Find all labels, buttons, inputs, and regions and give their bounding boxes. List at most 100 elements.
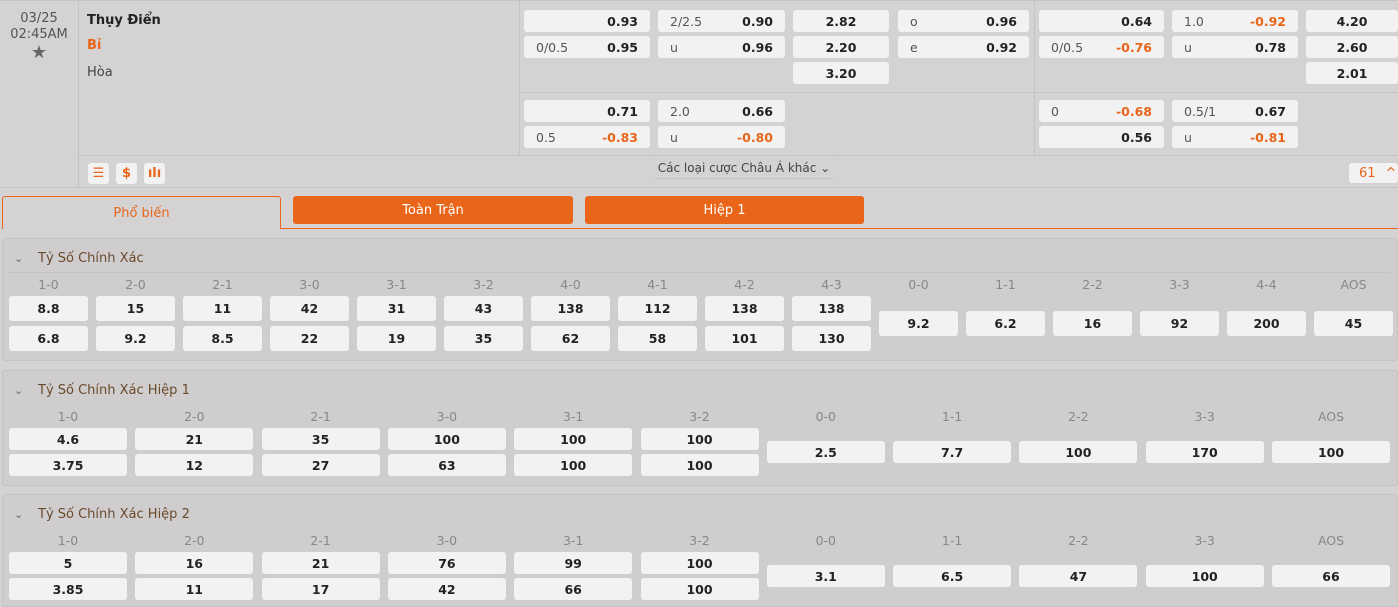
odds-cell[interactable]: 2.01 — [1306, 62, 1398, 84]
section-title[interactable]: Tỷ Số Chính Xác Hiệp 1 — [38, 383, 190, 398]
score-odds-button[interactable]: 7.7 — [893, 441, 1012, 463]
score-odds-button[interactable]: 100 — [640, 578, 759, 600]
scoreboard-icon[interactable]: ☰ — [88, 163, 109, 184]
tab-first-half[interactable]: Hiệp 1 — [585, 196, 864, 224]
score-odds-button[interactable]: 19 — [357, 326, 436, 351]
odds-cell[interactable]: 0/0.5 -0.76 — [1039, 36, 1164, 58]
score-odds-button[interactable]: 3.1 — [766, 565, 885, 587]
score-odds-button[interactable]: 138 — [792, 296, 871, 321]
score-odds-button[interactable]: 6.5 — [893, 565, 1012, 587]
odds-cell[interactable]: 1.0 -0.92 — [1172, 10, 1298, 32]
tab-full-match[interactable]: Toàn Trận — [293, 196, 573, 224]
score-odds-button[interactable]: 200 — [1227, 311, 1306, 336]
score-odds-button[interactable]: 21 — [261, 552, 380, 574]
score-odds-button[interactable]: 170 — [1145, 441, 1264, 463]
score-odds-button[interactable]: 2.5 — [766, 441, 885, 463]
score-odds-button[interactable]: 8.5 — [183, 326, 262, 351]
score-odds-button[interactable]: 100 — [387, 428, 506, 450]
score-odds-button[interactable]: 6.8 — [9, 326, 88, 351]
score-odds-button[interactable]: 11 — [135, 578, 254, 600]
score-odds-button[interactable]: 112 — [618, 296, 697, 321]
score-odds-button[interactable]: 130 — [792, 326, 871, 351]
odds-cell[interactable]: 2.20 — [793, 36, 889, 58]
score-odds-button[interactable]: 31 — [357, 296, 436, 321]
score-odds-button[interactable]: 16 — [1053, 311, 1132, 336]
score-odds-button[interactable]: 4.6 — [9, 428, 127, 450]
score-odds-button[interactable]: 5 — [9, 552, 127, 574]
odds-cell[interactable]: 4.20 — [1306, 10, 1398, 32]
score-odds-button[interactable]: 138 — [531, 296, 610, 321]
score-odds-button[interactable]: 100 — [640, 454, 759, 476]
score-odds-button[interactable]: 16 — [135, 552, 254, 574]
odds-cell[interactable]: u -0.80 — [658, 126, 785, 148]
odds-cell[interactable]: 0.5 -0.83 — [524, 126, 650, 148]
score-odds-button[interactable]: 100 — [1145, 565, 1264, 587]
chevron-down-icon[interactable]: ⌄ — [14, 508, 24, 521]
score-odds-button[interactable]: 100 — [1019, 441, 1138, 463]
score-odds-button[interactable]: 45 — [1314, 311, 1393, 336]
odds-cell[interactable]: 0.71 — [524, 100, 650, 122]
tab-popular[interactable]: Phổ biến — [2, 196, 281, 229]
odds-cell[interactable]: 0 -0.68 — [1039, 100, 1164, 122]
score-odds-button[interactable]: 3.75 — [9, 454, 127, 476]
odds-cell[interactable]: 2/2.5 0.90 — [658, 10, 785, 32]
score-odds-button[interactable]: 35 — [261, 428, 380, 450]
odds-cell[interactable]: 0/0.5 0.95 — [524, 36, 650, 58]
score-odds-button[interactable]: 100 — [514, 428, 633, 450]
score-odds-button[interactable]: 76 — [387, 552, 506, 574]
odds-cell[interactable]: 2.60 — [1306, 36, 1398, 58]
score-odds-button[interactable]: 42 — [387, 578, 506, 600]
odds-cell[interactable]: 3.20 — [793, 62, 889, 84]
section-title[interactable]: Tỷ Số Chính Xác — [38, 251, 144, 266]
score-odds-button[interactable]: 66 — [1272, 565, 1390, 587]
odds-cell[interactable]: u 0.78 — [1172, 36, 1298, 58]
score-odds-button[interactable]: 11 — [183, 296, 262, 321]
score-odds-button[interactable]: 9.2 — [879, 311, 958, 336]
odds-cell[interactable]: 0.64 — [1039, 10, 1164, 32]
odds-cell[interactable]: u -0.81 — [1172, 126, 1298, 148]
score-odds-button[interactable]: 100 — [640, 552, 759, 574]
score-odds-button[interactable]: 15 — [96, 296, 175, 321]
score-odds-button[interactable]: 138 — [705, 296, 784, 321]
score-odds-button[interactable]: 42 — [270, 296, 349, 321]
score-odds-button[interactable]: 63 — [387, 454, 506, 476]
score-odds-button[interactable]: 3.85 — [9, 578, 127, 600]
odds-cell[interactable]: u 0.96 — [658, 36, 785, 58]
score-odds-button[interactable]: 21 — [135, 428, 254, 450]
section-title[interactable]: Tỷ Số Chính Xác Hiệp 2 — [38, 507, 190, 522]
score-odds-button[interactable]: 99 — [514, 552, 633, 574]
more-asian-bets-button[interactable]: Các loại cược Châu Á khác ⌄ — [648, 157, 840, 179]
odds-cell[interactable]: 0.5/1 0.67 — [1172, 100, 1298, 122]
odds-cell[interactable]: 2.82 — [793, 10, 889, 32]
score-odds-button[interactable]: 62 — [531, 326, 610, 351]
score-odds-button[interactable]: 100 — [514, 454, 633, 476]
odds-cell[interactable]: 0.56 — [1039, 126, 1164, 148]
odds-cell[interactable]: e 0.92 — [898, 36, 1029, 58]
score-odds-button[interactable]: 8.8 — [9, 296, 88, 321]
score-odds-button[interactable]: 17 — [261, 578, 380, 600]
score-odds-button[interactable]: 100 — [1272, 441, 1390, 463]
stats-icon[interactable]: ılı — [144, 163, 165, 184]
score-odds-button[interactable]: 100 — [640, 428, 759, 450]
score-odds-button[interactable]: 101 — [705, 326, 784, 351]
chevron-down-icon[interactable]: ⌄ — [14, 384, 24, 397]
chevron-down-icon[interactable]: ⌄ — [14, 252, 24, 265]
score-odds-button[interactable]: 6.2 — [966, 311, 1045, 336]
odds-cell[interactable]: 0.93 — [524, 10, 650, 32]
score-odds-button[interactable]: 58 — [618, 326, 697, 351]
score-odds-button[interactable]: 35 — [444, 326, 523, 351]
score-odds-button[interactable]: 66 — [514, 578, 633, 600]
star-icon[interactable]: ★ — [30, 42, 48, 63]
score-odds-button[interactable]: 47 — [1019, 565, 1138, 587]
score-odds-button[interactable]: 12 — [135, 454, 254, 476]
market-count-button[interactable]: 61 ^ — [1349, 163, 1398, 183]
dollar-icon[interactable]: $ — [116, 163, 137, 184]
odds-cell[interactable]: o 0.96 — [898, 10, 1029, 32]
score-odds-button[interactable]: 22 — [270, 326, 349, 351]
odds-value: 0.95 — [607, 39, 638, 55]
score-odds-button[interactable]: 43 — [444, 296, 523, 321]
score-odds-button[interactable]: 27 — [261, 454, 380, 476]
odds-cell[interactable]: 2.0 0.66 — [658, 100, 785, 122]
score-odds-button[interactable]: 92 — [1140, 311, 1219, 336]
score-odds-button[interactable]: 9.2 — [96, 326, 175, 351]
